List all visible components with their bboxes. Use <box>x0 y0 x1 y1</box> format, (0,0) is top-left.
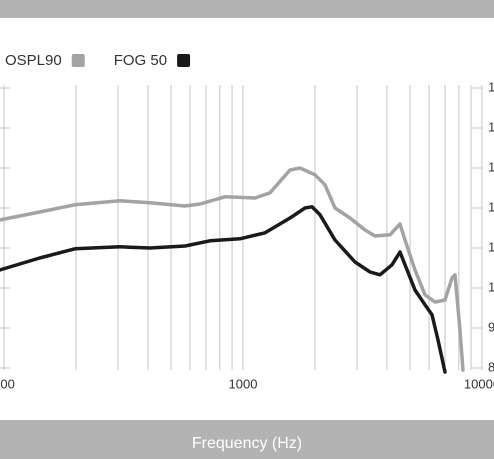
y-tick-label: 120 <box>488 199 494 214</box>
bottom-bar <box>0 420 494 459</box>
y-tick-label: 150 <box>488 79 494 94</box>
series-line <box>0 205 447 374</box>
x-tick-label: 100 <box>0 376 15 391</box>
x-tick-label: 1000 <box>229 376 258 391</box>
y-tick-label: 140 <box>488 119 494 134</box>
y-tick-label: 80 <box>488 359 494 374</box>
y-tick-label: 130 <box>488 159 494 174</box>
y-tick-label: 100 <box>488 279 494 294</box>
x-axis-label: Frequency (Hz) <box>192 435 302 452</box>
y-tick-label: 90 <box>488 319 494 334</box>
legend-label: FOG 50 <box>114 52 167 69</box>
series-line <box>0 166 465 372</box>
top-bar <box>0 0 494 18</box>
legend-label: OSPL90 <box>5 52 62 69</box>
legend-swatch <box>177 54 191 67</box>
y-tick-label: 110 <box>488 239 494 254</box>
legend-swatch <box>71 54 85 67</box>
x-tick-label: 10000 <box>464 376 494 391</box>
